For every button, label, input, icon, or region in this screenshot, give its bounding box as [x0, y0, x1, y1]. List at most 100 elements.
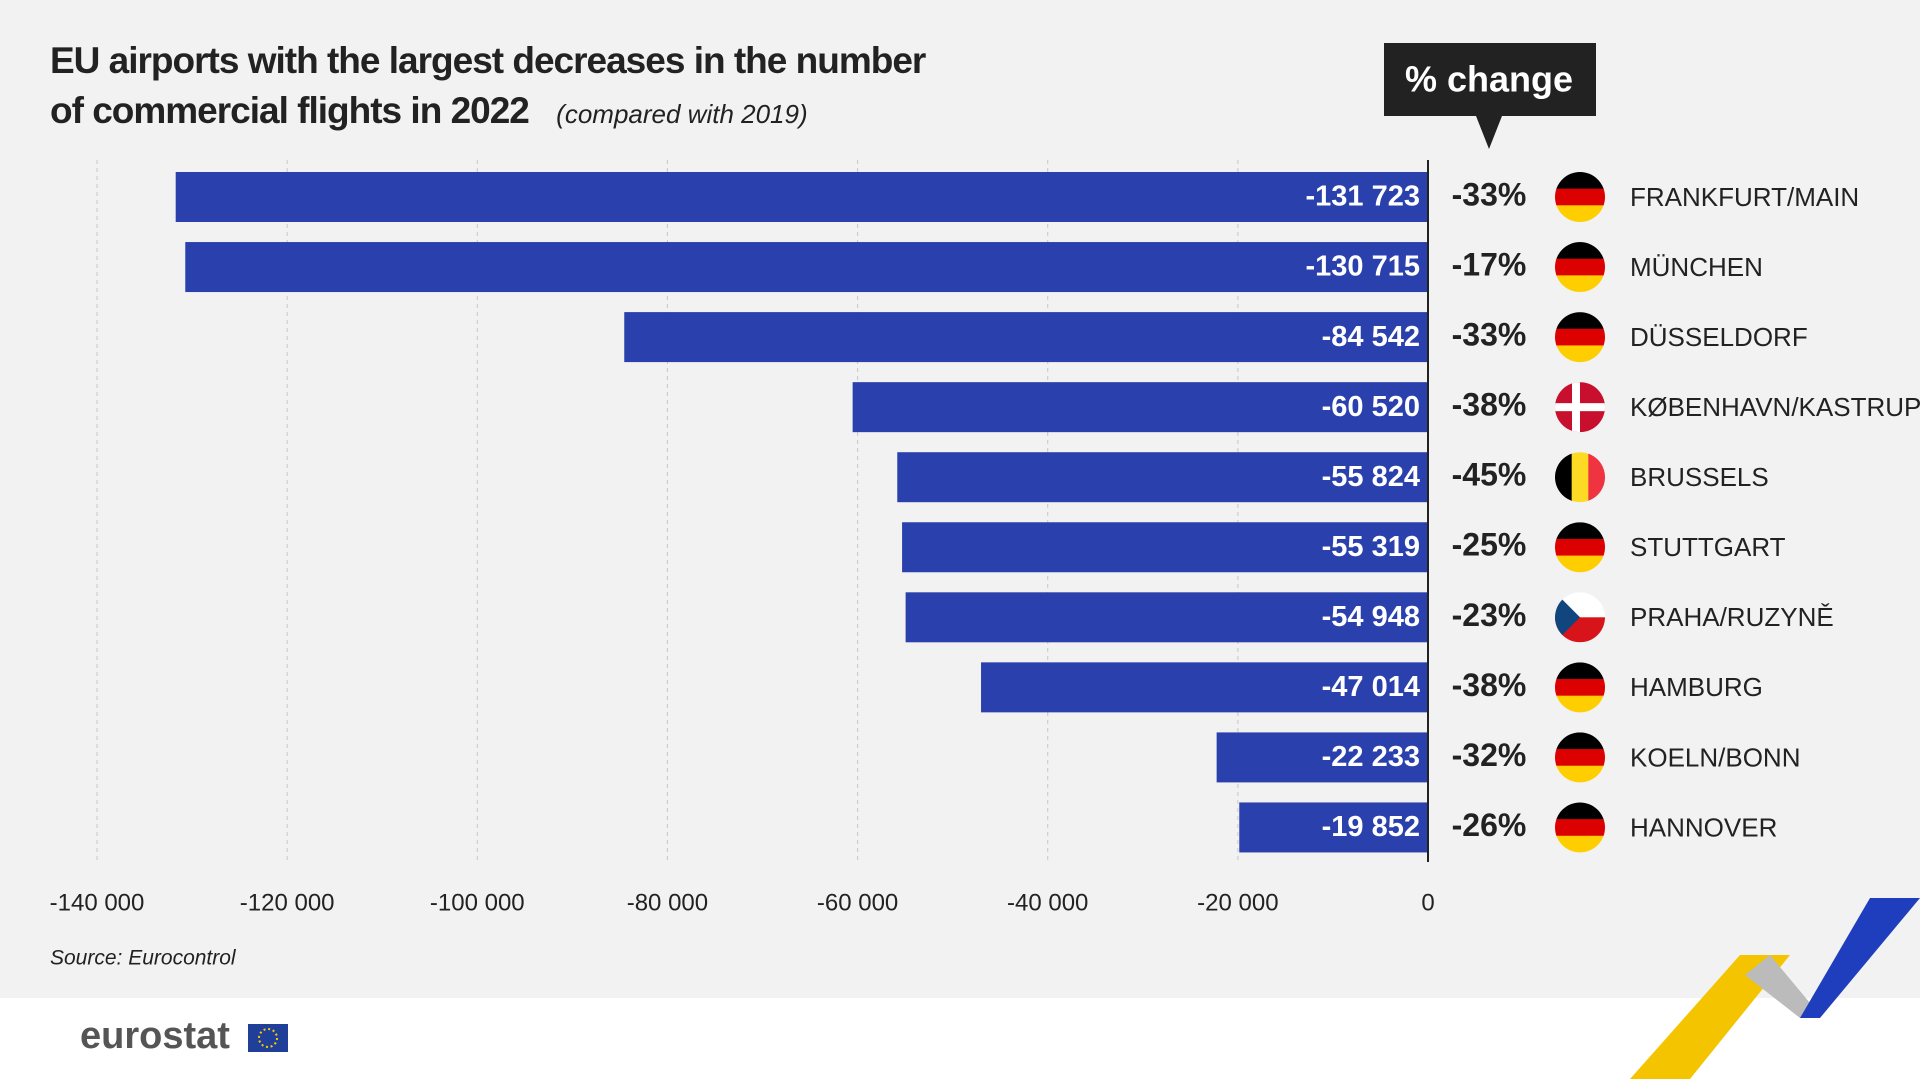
category-label: KOELN/BONN — [1630, 742, 1801, 772]
value-label: -60 520 — [1322, 391, 1420, 423]
bar — [897, 452, 1428, 503]
flag-stripe — [1555, 522, 1605, 540]
pct-label: -33% — [1452, 176, 1527, 212]
flag — [1555, 172, 1605, 222]
flag — [1555, 662, 1605, 713]
flag-stripe — [1555, 835, 1605, 853]
flag-stripe — [1555, 275, 1605, 293]
pct-label: -23% — [1452, 597, 1527, 633]
category-label: HAMBURG — [1630, 672, 1763, 702]
pct-label: -25% — [1452, 527, 1527, 563]
title-box: EU airports with the largest decreases i… — [50, 36, 950, 139]
value-label: -131 723 — [1306, 181, 1421, 213]
pct-header: % change — [1405, 59, 1573, 100]
pct-label: -38% — [1452, 667, 1527, 703]
category-label: PRAHA/RUZYNĚ — [1630, 602, 1834, 632]
category-label: STUTTGART — [1630, 532, 1786, 562]
value-label: -47 014 — [1322, 671, 1420, 703]
flag — [1555, 522, 1605, 573]
x-tick-label: 0 — [1421, 889, 1434, 916]
ribbon-blue — [1800, 898, 1920, 1018]
ribbon-grey — [1745, 955, 1820, 1018]
flag-stripe — [1555, 555, 1605, 573]
x-tick-label: -100 000 — [430, 889, 525, 916]
pct-label: -38% — [1452, 387, 1527, 423]
flag — [1555, 382, 1605, 433]
chart-title: EU airports with the largest decreases i… — [50, 40, 926, 131]
bar — [175, 172, 1428, 222]
bar — [981, 662, 1428, 713]
flag — [1555, 452, 1605, 503]
category-label: FRANKFURT/MAIN — [1630, 182, 1859, 212]
flag-stripe — [1555, 695, 1605, 713]
value-label: -54 948 — [1322, 601, 1420, 633]
flag-stripe — [1555, 819, 1605, 837]
bar — [1216, 732, 1428, 783]
title-wrap: EU airports with the largest decreases i… — [50, 36, 950, 139]
bar — [905, 592, 1428, 643]
flag-stripe — [1555, 312, 1605, 330]
flag-stripe — [1588, 452, 1605, 503]
pct-label: -33% — [1452, 317, 1527, 353]
flag-stripe — [1555, 242, 1605, 260]
flag-stripe — [1555, 345, 1605, 363]
flag-stripe — [1555, 205, 1605, 222]
x-tick-label: -40 000 — [1007, 889, 1088, 916]
flag — [1555, 242, 1605, 293]
x-tick-label: -60 000 — [817, 889, 898, 916]
footer-band — [0, 998, 1920, 1079]
flag-stripe — [1555, 732, 1605, 750]
flag-stripe — [1555, 749, 1605, 767]
brand: eurostat — [80, 1015, 230, 1057]
category-label: HANNOVER — [1630, 812, 1777, 842]
x-tick-label: -80 000 — [627, 889, 708, 916]
category-label: DÜSSELDORF — [1630, 322, 1808, 352]
x-tick-label: -20 000 — [1197, 889, 1278, 916]
flag-stripe — [1555, 679, 1605, 697]
flag-cross — [1572, 382, 1580, 433]
bar — [185, 242, 1429, 293]
flag-stripe — [1555, 765, 1605, 783]
value-label: -55 824 — [1322, 461, 1420, 493]
flag-stripe — [1555, 188, 1605, 206]
flag-stripe — [1555, 802, 1605, 820]
flag-stripe — [1555, 258, 1605, 276]
pct-label: -45% — [1452, 457, 1527, 493]
x-tick-label: -120 000 — [240, 889, 335, 916]
subtitle: (compared with 2019) — [556, 99, 808, 129]
flag-stripe — [1555, 328, 1605, 346]
value-label: -19 852 — [1322, 811, 1420, 843]
source: Source: Eurocontrol — [50, 947, 237, 970]
flag-stripe — [1555, 452, 1573, 503]
header-box — [1384, 43, 1596, 149]
bar — [1239, 802, 1428, 853]
category-label: BRUSSELS — [1630, 462, 1769, 492]
value-label: -84 542 — [1322, 321, 1420, 353]
bar — [624, 312, 1428, 363]
flag-stripe — [1555, 662, 1605, 680]
bar — [902, 522, 1428, 573]
value-label: -22 233 — [1322, 741, 1420, 773]
flag — [1555, 592, 1605, 643]
eu-stars — [258, 1028, 278, 1048]
pct-label: -26% — [1452, 807, 1527, 843]
ribbon-yellow — [1630, 955, 1790, 1079]
value-label: -55 319 — [1322, 531, 1420, 563]
pct-label: -32% — [1452, 737, 1527, 773]
x-tick-label: -140 000 — [50, 889, 145, 916]
category-label: MÜNCHEN — [1630, 252, 1763, 282]
flag-stripe — [1555, 538, 1605, 557]
flag-stripe — [1555, 172, 1605, 190]
value-label: -130 715 — [1306, 251, 1421, 283]
flag-stripe — [1571, 452, 1589, 503]
bar — [852, 382, 1428, 433]
flag — [1555, 732, 1605, 783]
flag — [1555, 802, 1605, 853]
category-label: KØBENHAVN/KASTRUP — [1630, 392, 1920, 422]
flag — [1555, 312, 1605, 363]
eu-flag — [248, 1024, 288, 1052]
pct-label: -17% — [1452, 247, 1527, 283]
flag-triangle — [1555, 592, 1580, 643]
